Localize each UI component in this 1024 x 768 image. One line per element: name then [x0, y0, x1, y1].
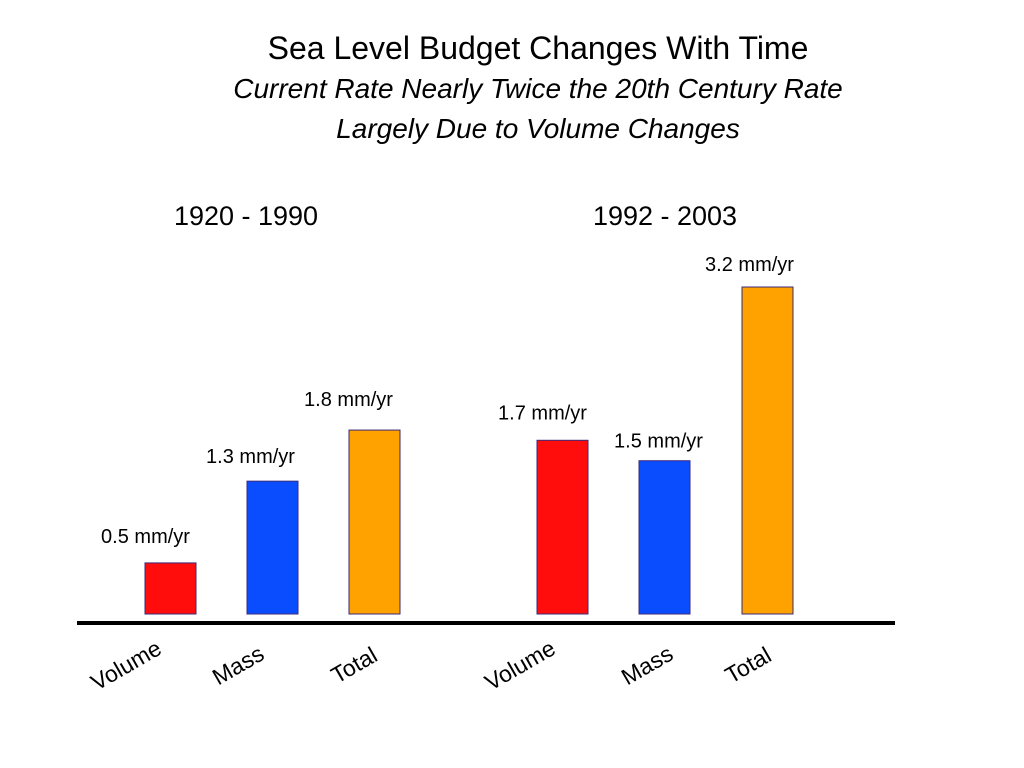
bar-total-2 [741, 286, 794, 615]
chart-titles: Sea Level Budget Changes With Time Curre… [0, 28, 1024, 149]
category-label-volume-1: Volume [86, 635, 165, 696]
chart-subtitle-line-2: Largely Due to Volume Changes [336, 113, 740, 144]
chart-subtitle-line-1: Current Rate Nearly Twice the 20th Centu… [233, 73, 843, 104]
bar-total-1 [348, 429, 401, 615]
category-label-mass-2: Mass [617, 640, 678, 690]
category-label-total-1: Total [326, 642, 381, 689]
bar-volume-2 [536, 439, 589, 615]
data-label-volume-2: 1.7 mm/yr [498, 402, 587, 424]
group-header-2: 1992 - 2003 [593, 201, 737, 231]
data-label-mass-1: 1.3 mm/yr [206, 446, 295, 468]
category-label-total-2: Total [720, 642, 775, 689]
chart-title: Sea Level Budget Changes With Time [267, 30, 809, 66]
data-label-total-1: 1.8 mm/yr [304, 389, 393, 411]
bar-mass-1 [246, 480, 299, 615]
bar-volume-1 [144, 562, 197, 615]
category-label-mass-1: Mass [208, 640, 269, 690]
category-label-volume-2: Volume [480, 635, 559, 696]
data-label-total-2: 3.2 mm/yr [705, 254, 794, 276]
data-label-volume-1: 0.5 mm/yr [101, 526, 190, 548]
group-header-1: 1920 - 1990 [174, 201, 318, 231]
bar-mass-2 [638, 460, 691, 615]
plot-area: 1920 - 1990 0.5 mm/yr Volume 1.3 mm/yr Mass 1… [86, 201, 794, 696]
data-label-mass-2: 1.5 mm/yr [614, 431, 703, 453]
